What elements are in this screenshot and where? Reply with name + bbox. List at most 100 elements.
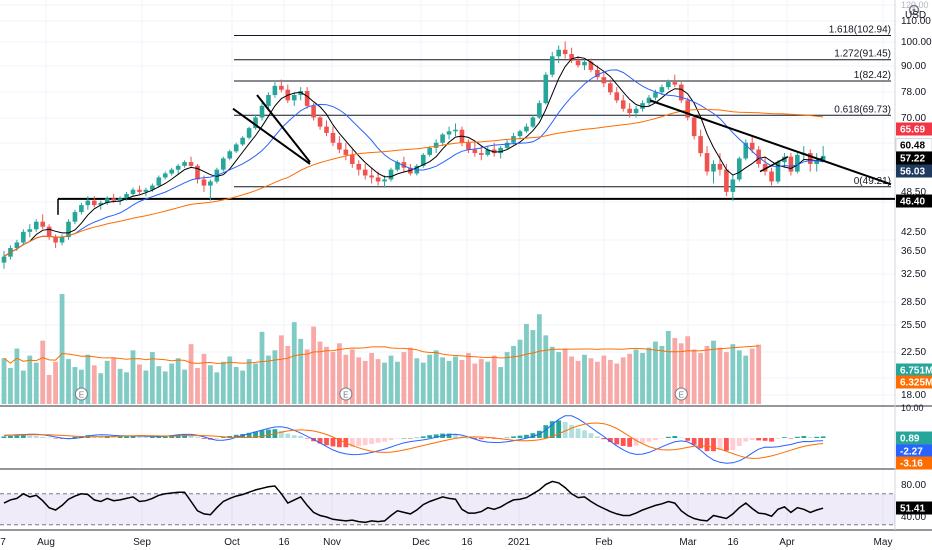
volume-bar — [659, 345, 665, 404]
volume-bar — [362, 360, 368, 404]
volume-bar — [85, 354, 91, 404]
candle-body — [291, 94, 297, 101]
volume-bar — [349, 349, 355, 404]
earnings-label: E — [343, 391, 348, 400]
volume-badge-text: 6.325M — [900, 378, 932, 389]
volume-bar — [111, 357, 117, 404]
volume-bar — [324, 346, 329, 404]
price-tick: 36.50 — [901, 246, 926, 257]
candle-body — [582, 61, 587, 66]
volume-bar — [749, 348, 755, 404]
candle — [788, 153, 794, 176]
candle — [620, 94, 626, 112]
candle — [317, 114, 323, 130]
candle — [537, 100, 542, 119]
macd-badge: -2.27 — [896, 444, 932, 458]
volume-bar — [246, 359, 252, 404]
price-tick: 70.00 — [901, 113, 926, 124]
volume-bar — [704, 345, 710, 404]
descending-trend-line — [649, 99, 892, 186]
volume-bar — [72, 367, 78, 404]
candle — [640, 100, 645, 112]
candle-body — [601, 77, 607, 84]
candle — [485, 146, 491, 157]
candle-body — [272, 85, 278, 95]
volume-bar — [420, 362, 426, 404]
macd-panel: 10.00 — [1, 403, 924, 464]
macd-histogram-bar — [130, 436, 136, 438]
volume-bar — [530, 330, 536, 404]
volume-bar — [672, 338, 678, 404]
volume-bar — [433, 350, 439, 404]
fib-label-0: 0(49.21) — [854, 176, 891, 187]
macd-histogram-bar — [775, 438, 781, 439]
time-axis[interactable]: 7 Aug Sep Oct 16 Nov Dec 16 2021 Feb Mar 16 Apr May — [0, 531, 932, 550]
candle-body — [233, 144, 239, 152]
candle-body — [343, 149, 349, 155]
macd-histogram-bar — [182, 434, 187, 438]
volume-bar — [691, 349, 697, 404]
volume-bar — [743, 355, 749, 404]
candle-body — [188, 162, 194, 166]
candle — [659, 84, 665, 95]
candle — [246, 126, 252, 140]
candle-body — [446, 131, 452, 135]
candle-body — [1, 256, 7, 263]
macd-histogram-bar — [627, 438, 633, 447]
volume-bar — [549, 346, 555, 404]
candle-body — [317, 117, 323, 127]
candle-body — [633, 108, 639, 114]
macd-histogram-bar — [401, 438, 407, 439]
time-tick: Mar — [679, 537, 697, 548]
candle — [350, 149, 355, 168]
candle-body — [769, 171, 774, 182]
candle-body — [130, 189, 136, 195]
macd-histogram-bar — [794, 436, 800, 438]
candle-body — [221, 158, 226, 170]
time-tick: 16 — [727, 537, 739, 548]
volume-bar — [20, 370, 26, 404]
candle — [66, 219, 71, 240]
candle — [162, 171, 168, 180]
candle — [221, 156, 226, 172]
candle — [614, 87, 620, 104]
macd-histogram-bar — [511, 436, 516, 438]
macd-histogram-bar — [466, 438, 471, 439]
macd-histogram-bar — [72, 436, 78, 438]
volume-bar — [304, 349, 310, 404]
chart-grid — [0, 0, 895, 530]
currency-label: USD — [905, 10, 926, 21]
candle-body — [575, 60, 581, 66]
macd-histogram-bar — [330, 438, 336, 447]
macd-histogram-bar — [240, 434, 246, 438]
macd-histogram-bar — [407, 438, 413, 439]
volume-badge: 6.751M — [896, 363, 932, 377]
volume-bar — [124, 372, 129, 404]
macd-histogram-bar — [659, 438, 665, 439]
volume-bar — [601, 355, 607, 404]
macd-histogram-bar — [356, 438, 362, 446]
time-tick: Aug — [37, 537, 55, 548]
candle-body — [614, 92, 620, 101]
macd-axis-top: 10.00 — [901, 403, 924, 413]
candle-body — [491, 149, 497, 154]
candle-body — [137, 189, 142, 192]
candle-body — [111, 198, 116, 201]
volume-bar — [472, 363, 478, 404]
candle — [337, 136, 342, 154]
candle-body — [79, 205, 84, 213]
candle — [240, 136, 245, 147]
settings-gear-icon[interactable] — [908, 4, 920, 16]
volume-bar — [504, 352, 510, 404]
macd-histogram-bar — [8, 436, 13, 438]
volume-bar — [227, 356, 233, 404]
candle-body — [498, 147, 503, 154]
candle-body — [717, 163, 723, 170]
candle — [569, 47, 574, 63]
candle-body — [608, 83, 613, 93]
volume-bar — [466, 352, 471, 404]
candle-body — [14, 242, 20, 249]
volume-bar — [511, 345, 516, 404]
candle — [704, 146, 710, 176]
